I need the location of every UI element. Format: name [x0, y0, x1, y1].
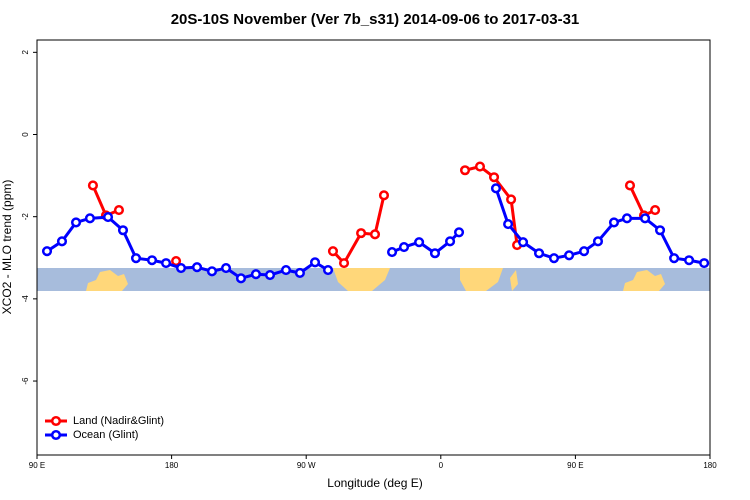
data-point [548, 253, 560, 264]
data-point [624, 180, 636, 191]
data-point [280, 265, 292, 276]
data-point [294, 267, 305, 279]
y-tick-label: 2 [21, 50, 30, 55]
data-point [445, 236, 456, 247]
data-point [684, 255, 695, 266]
plot-frame [36, 39, 711, 456]
data-point [356, 228, 367, 239]
data-point [474, 161, 486, 172]
data-point [386, 246, 398, 258]
y-tick-label: -4 [21, 295, 30, 303]
data-point [175, 262, 187, 274]
data-point [264, 269, 276, 281]
y-tick-label: -2 [21, 213, 30, 221]
data-point [220, 262, 232, 274]
land-shape [460, 268, 518, 291]
data-point [191, 262, 203, 273]
data-point [453, 227, 465, 238]
data-point [429, 248, 441, 259]
data-point [518, 237, 529, 248]
data-point [87, 180, 98, 191]
data-point [102, 212, 114, 223]
land-shape [86, 270, 128, 291]
data-point [70, 217, 82, 228]
x-tick-label: 180 [165, 461, 179, 470]
x-axis-label: Longitude (deg E) [327, 476, 422, 490]
data-point [490, 183, 502, 194]
y-axis-label: XCO2 - MLO trend (ppm) [0, 180, 14, 315]
data-point [206, 266, 218, 277]
data-point [699, 258, 710, 269]
data-point [309, 257, 321, 268]
data-point [161, 258, 172, 269]
x-tick-label: 90 E [29, 461, 45, 470]
data-point [84, 213, 95, 224]
land-shape [333, 268, 390, 291]
data-point [608, 217, 620, 228]
map-strip [37, 268, 710, 291]
data-point [113, 205, 125, 216]
data-point [369, 229, 381, 240]
data-point [579, 246, 590, 257]
data-point [534, 248, 545, 259]
data-point [592, 236, 604, 247]
data-point [459, 165, 471, 176]
data-point [398, 242, 410, 253]
legend-label: Ocean (Glint) [73, 429, 138, 441]
data-point [488, 172, 500, 183]
legend-marker [50, 429, 62, 441]
data-point [41, 246, 53, 257]
data-point [564, 250, 575, 261]
data-point [250, 269, 261, 280]
data-point [650, 205, 661, 216]
x-tick-label: 90 W [297, 461, 316, 470]
data-point [117, 225, 129, 236]
y-tick-label: -6 [21, 377, 30, 385]
data-point [414, 237, 425, 248]
data-point [146, 255, 158, 266]
data-point [56, 236, 68, 247]
data-point [130, 253, 142, 264]
y-tick-label: 0 [21, 132, 30, 137]
legend-label: Land (Nadir&Glint) [73, 415, 164, 427]
chart-title: 20S-10S November (Ver 7b_s31) 2014-09-06… [171, 11, 580, 28]
legend-marker [50, 415, 62, 427]
x-tick-label: 90 E [567, 461, 583, 470]
x-tick-label: 0 [439, 461, 444, 470]
x-tick-label: 180 [703, 461, 717, 470]
data-point [621, 213, 633, 224]
data-point [235, 273, 247, 284]
series-line [91, 165, 656, 265]
data-point [378, 190, 390, 201]
data-point [640, 213, 651, 224]
data-point [327, 246, 339, 257]
data-point [503, 219, 514, 230]
data-point [654, 225, 666, 236]
data-point [669, 253, 680, 264]
data-point [338, 258, 350, 269]
data-point [506, 194, 517, 205]
land-shape [623, 270, 665, 291]
data-point [322, 265, 334, 276]
